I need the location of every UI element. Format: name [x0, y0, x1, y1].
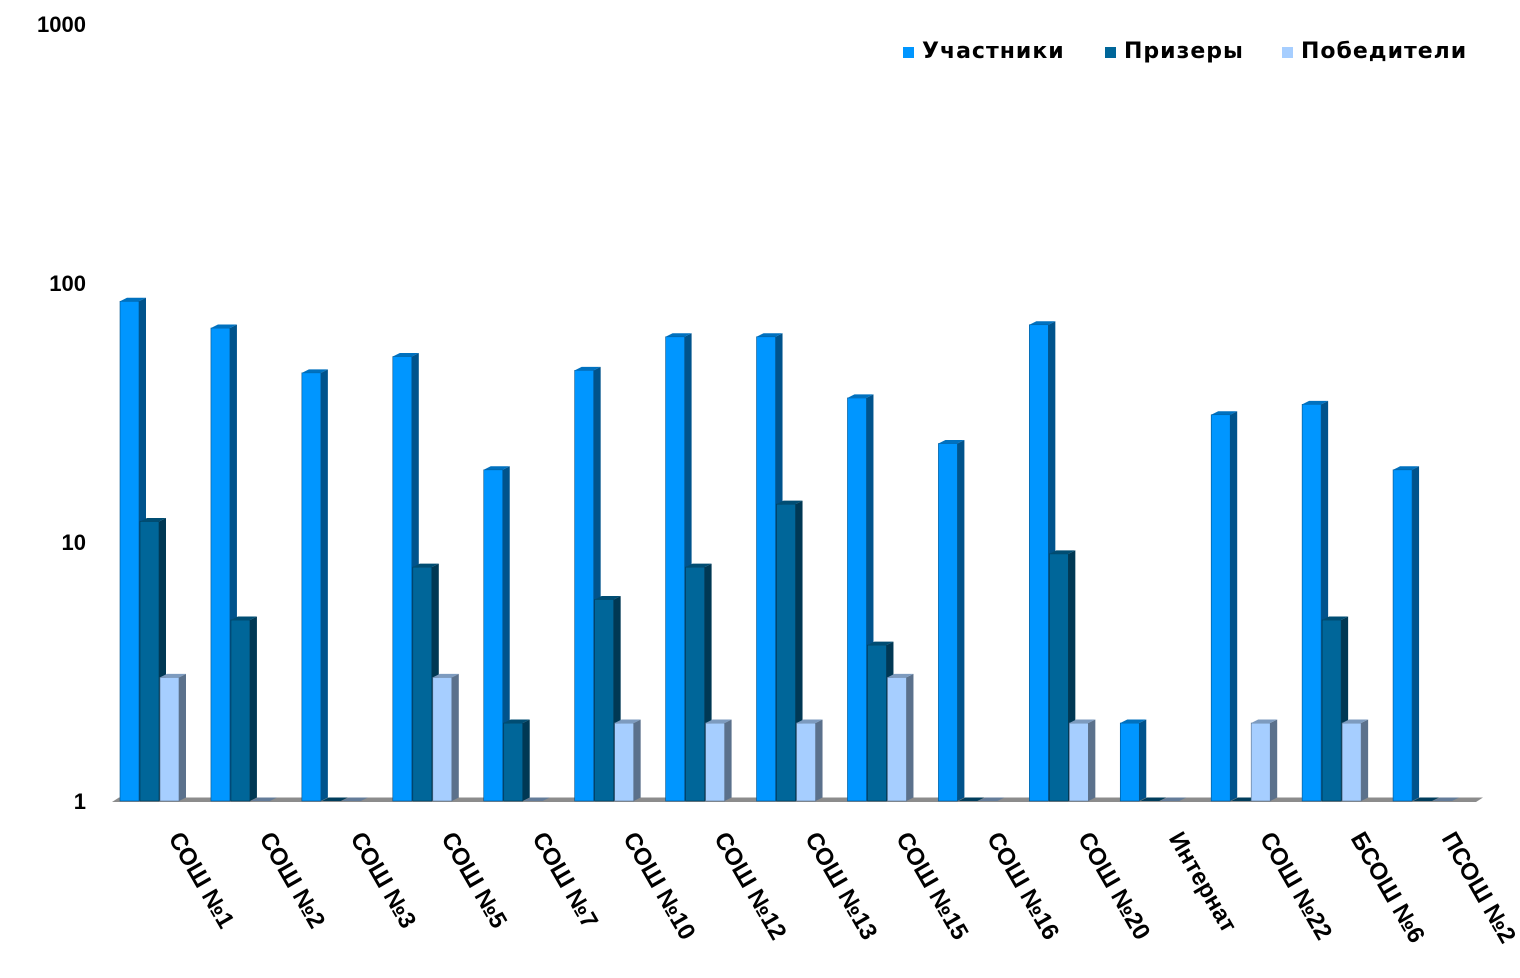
x-tick-label: Интернат	[1163, 828, 1242, 938]
bar	[958, 797, 985, 801]
bar	[1341, 719, 1369, 802]
x-tick-label: СОШ №12	[708, 828, 791, 945]
bar	[432, 673, 459, 802]
legend-label: Участники	[922, 39, 1065, 64]
bar	[1392, 466, 1420, 802]
bars	[119, 297, 1460, 802]
bar	[705, 719, 732, 802]
bar	[1119, 719, 1147, 802]
bar	[1210, 411, 1238, 802]
bar	[503, 719, 530, 802]
bar	[301, 369, 328, 802]
legend-label: Призеры	[1124, 39, 1244, 64]
bar	[1231, 797, 1258, 801]
x-tick-label: СОШ №1	[163, 828, 240, 934]
bar	[1433, 797, 1460, 801]
bar	[978, 797, 1005, 801]
bar	[1069, 719, 1096, 802]
x-tick-label: СОШ №13	[799, 828, 882, 945]
x-tick-label: СОШ №15	[890, 828, 973, 945]
y-tick-label: 1	[74, 789, 86, 814]
legend-label: Победители	[1301, 39, 1467, 64]
bar	[159, 673, 186, 802]
x-tick-label: СОШ №5	[436, 828, 513, 934]
bar	[887, 673, 914, 802]
bar	[796, 719, 823, 802]
bar	[776, 500, 803, 802]
x-tick-label: СОШ №3	[345, 828, 422, 934]
bar	[523, 797, 550, 801]
y-axis-ticks: 1 10 100 1000	[37, 12, 86, 814]
x-tick-label: СОШ №20	[1072, 828, 1155, 945]
bar	[1160, 797, 1187, 801]
bar	[614, 719, 641, 802]
y-tick-label: 100	[49, 271, 86, 296]
bar	[483, 466, 510, 802]
bar	[1140, 797, 1167, 801]
bar	[1413, 797, 1440, 801]
bar	[938, 440, 965, 802]
x-tick-label: СОШ №7	[527, 828, 604, 934]
x-tick-label: ПСОШ №2	[1436, 828, 1520, 948]
x-tick-label: СОШ №22	[1254, 828, 1337, 945]
bar	[250, 797, 277, 801]
bar	[1250, 719, 1278, 802]
legend-swatch	[1105, 47, 1116, 58]
x-tick-label: БСОШ №6	[1345, 828, 1430, 948]
x-axis-ticks: СОШ №1 СОШ №2 СОШ №3 СОШ №5 СОШ №7 СОШ №10 СОШ…	[163, 828, 1520, 948]
y-tick-label: 1000	[37, 12, 86, 37]
bar	[321, 797, 348, 801]
y-tick-label: 10	[62, 530, 86, 555]
legend-swatch	[903, 47, 914, 58]
x-tick-label: СОШ №16	[981, 828, 1064, 945]
bar	[341, 797, 368, 801]
legend: Участники Призеры Победители	[903, 39, 1467, 64]
legend-swatch	[1282, 47, 1293, 58]
bar	[230, 616, 257, 802]
x-tick-label: СОШ №10	[617, 828, 700, 945]
x-tick-label: СОШ №2	[254, 828, 331, 934]
